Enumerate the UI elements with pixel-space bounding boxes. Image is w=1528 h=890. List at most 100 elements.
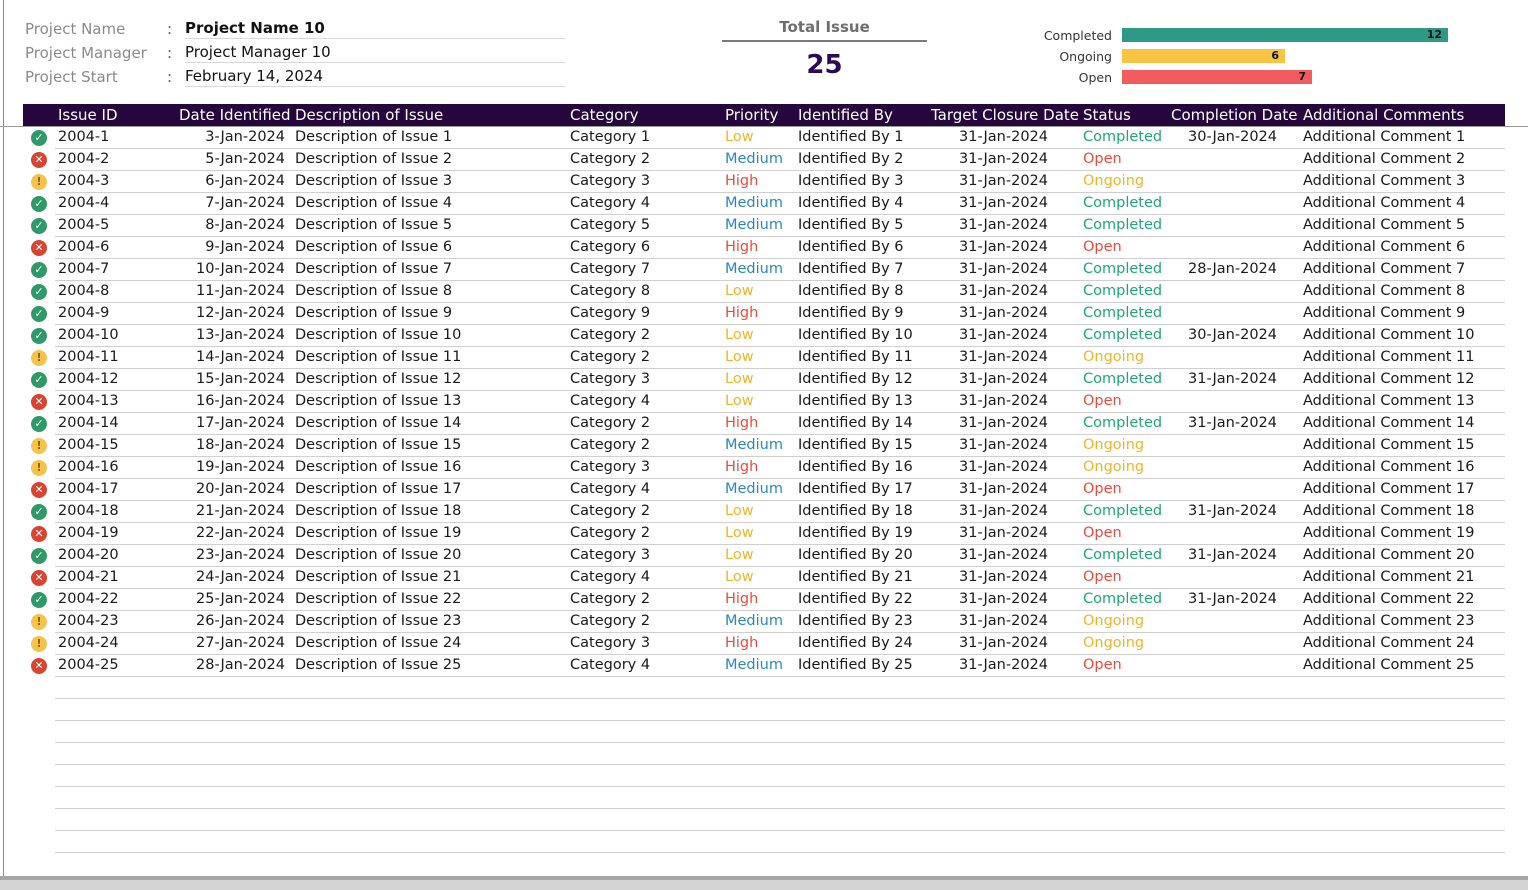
cell-issue-id[interactable]: 2004-21 xyxy=(58,569,119,585)
table-row[interactable]: ✓ 2004-9 12-Jan-2024 Description of Issue 9… xyxy=(23,303,1505,325)
cell-issue-id[interactable]: 2004-22 xyxy=(58,591,119,607)
cell-identified-by[interactable]: Identified By 4 xyxy=(798,195,904,211)
cell-category[interactable]: Category 6 xyxy=(570,239,651,255)
cell-additional-comments[interactable]: Additional Comment 18 xyxy=(1303,503,1475,519)
cell-priority[interactable]: Low xyxy=(725,129,754,145)
cell-issue-id[interactable]: 2004-19 xyxy=(58,525,119,541)
cell-description[interactable]: Description of Issue 8 xyxy=(295,283,453,299)
cell-issue-id[interactable]: 2004-12 xyxy=(58,371,119,387)
cell-issue-id[interactable]: 2004-6 xyxy=(58,239,110,255)
cell-additional-comments[interactable]: Additional Comment 15 xyxy=(1303,437,1475,453)
cell-date-identified[interactable]: 16-Jan-2024 xyxy=(196,393,285,409)
cell-category[interactable]: Category 3 xyxy=(570,547,651,563)
cell-issue-id[interactable]: 2004-24 xyxy=(58,635,119,651)
cell-category[interactable]: Category 2 xyxy=(570,503,651,519)
cell-priority[interactable]: Medium xyxy=(725,261,783,277)
cell-category[interactable]: Category 4 xyxy=(570,569,651,585)
cell-target-closure-date[interactable]: 31-Jan-2024 xyxy=(959,173,1048,189)
cell-target-closure-date[interactable]: 31-Jan-2024 xyxy=(959,349,1048,365)
cell-status[interactable]: Ongoing xyxy=(1083,635,1145,651)
cell-target-closure-date[interactable]: 31-Jan-2024 xyxy=(959,195,1048,211)
cell-status[interactable]: Open xyxy=(1083,151,1122,167)
cell-completion-date[interactable] xyxy=(1173,171,1277,192)
cell-additional-comments[interactable]: Additional Comment 19 xyxy=(1303,525,1475,541)
column-header-issue-id[interactable]: Issue ID xyxy=(58,106,118,124)
cell-description[interactable]: Description of Issue 3 xyxy=(295,173,453,189)
cell-additional-comments[interactable]: Additional Comment 7 xyxy=(1303,261,1466,277)
cell-date-identified[interactable]: 27-Jan-2024 xyxy=(196,635,285,651)
cell-additional-comments[interactable]: Additional Comment 2 xyxy=(1303,151,1466,167)
table-row[interactable]: ✕ 2004-25 28-Jan-2024 Description of Issue … xyxy=(23,655,1505,677)
cell-category[interactable]: Category 2 xyxy=(570,151,651,167)
cell-completion-date[interactable]: 31-Jan-2024 xyxy=(1188,371,1277,387)
cell-description[interactable]: Description of Issue 20 xyxy=(295,547,462,563)
cell-status[interactable]: Completed xyxy=(1083,217,1163,233)
cell-issue-id[interactable]: 2004-4 xyxy=(58,195,110,211)
cell-additional-comments[interactable]: Additional Comment 17 xyxy=(1303,481,1475,497)
cell-additional-comments[interactable]: Additional Comment 10 xyxy=(1303,327,1475,343)
table-row[interactable]: ✕ 2004-17 20-Jan-2024 Description of Issue … xyxy=(23,479,1505,501)
cell-description[interactable]: Description of Issue 18 xyxy=(295,503,462,519)
cell-date-identified[interactable]: 6-Jan-2024 xyxy=(205,173,285,189)
horizontal-scrollbar[interactable] xyxy=(0,876,1528,890)
cell-issue-id[interactable]: 2004-20 xyxy=(58,547,119,563)
cell-description[interactable]: Description of Issue 19 xyxy=(295,525,462,541)
column-header-additional-comments[interactable]: Additional Comments xyxy=(1303,106,1465,124)
cell-category[interactable]: Category 3 xyxy=(570,459,651,475)
cell-issue-id[interactable]: 2004-13 xyxy=(58,393,119,409)
cell-issue-id[interactable]: 2004-1 xyxy=(58,129,110,145)
cell-description[interactable]: Description of Issue 17 xyxy=(295,481,462,497)
cell-description[interactable]: Description of Issue 25 xyxy=(295,657,462,673)
cell-date-identified[interactable]: 11-Jan-2024 xyxy=(196,283,285,299)
cell-completion-date[interactable] xyxy=(1173,633,1277,654)
cell-identified-by[interactable]: Identified By 24 xyxy=(798,635,913,651)
cell-completion-date[interactable] xyxy=(1173,347,1277,368)
table-row[interactable]: ! 2004-3 6-Jan-2024 Description of Issue 3 C… xyxy=(23,171,1505,193)
cell-additional-comments[interactable]: Additional Comment 9 xyxy=(1303,305,1466,321)
cell-status[interactable]: Open xyxy=(1083,569,1122,585)
cell-priority[interactable]: High xyxy=(725,459,759,475)
cell-date-identified[interactable]: 13-Jan-2024 xyxy=(196,327,285,343)
cell-date-identified[interactable]: 10-Jan-2024 xyxy=(196,261,285,277)
table-row[interactable]: ✓ 2004-8 11-Jan-2024 Description of Issue 8… xyxy=(23,281,1505,303)
cell-issue-id[interactable]: 2004-9 xyxy=(58,305,110,321)
cell-priority[interactable]: Medium xyxy=(725,437,783,453)
cell-identified-by[interactable]: Identified By 20 xyxy=(798,547,913,563)
cell-target-closure-date[interactable]: 31-Jan-2024 xyxy=(959,591,1048,607)
cell-completion-date[interactable]: 30-Jan-2024 xyxy=(1188,327,1277,343)
cell-completion-date[interactable] xyxy=(1173,567,1277,588)
cell-additional-comments[interactable]: Additional Comment 14 xyxy=(1303,415,1475,431)
cell-completion-date[interactable] xyxy=(1173,215,1277,236)
cell-category[interactable]: Category 2 xyxy=(570,613,651,629)
cell-description[interactable]: Description of Issue 2 xyxy=(295,151,453,167)
cell-priority[interactable]: Medium xyxy=(725,151,783,167)
table-row[interactable]: ✕ 2004-6 9-Jan-2024 Description of Issue 6 C… xyxy=(23,237,1505,259)
cell-identified-by[interactable]: Identified By 1 xyxy=(798,129,904,145)
cell-issue-id[interactable]: 2004-15 xyxy=(58,437,119,453)
cell-issue-id[interactable]: 2004-11 xyxy=(58,349,119,365)
cell-priority[interactable]: High xyxy=(725,635,759,651)
cell-completion-date[interactable] xyxy=(1173,303,1277,324)
table-row[interactable]: ! 2004-11 14-Jan-2024 Description of Issue … xyxy=(23,347,1505,369)
cell-identified-by[interactable]: Identified By 11 xyxy=(798,349,913,365)
cell-additional-comments[interactable]: Additional Comment 22 xyxy=(1303,591,1475,607)
cell-additional-comments[interactable]: Additional Comment 21 xyxy=(1303,569,1475,585)
cell-target-closure-date[interactable]: 31-Jan-2024 xyxy=(959,327,1048,343)
cell-issue-id[interactable]: 2004-5 xyxy=(58,217,110,233)
cell-identified-by[interactable]: Identified By 13 xyxy=(798,393,913,409)
cell-status[interactable]: Completed xyxy=(1083,261,1163,277)
cell-identified-by[interactable]: Identified By 17 xyxy=(798,481,913,497)
cell-target-closure-date[interactable]: 31-Jan-2024 xyxy=(959,481,1048,497)
cell-priority[interactable]: High xyxy=(725,305,759,321)
cell-additional-comments[interactable]: Additional Comment 11 xyxy=(1303,349,1475,365)
cell-issue-id[interactable]: 2004-14 xyxy=(58,415,119,431)
cell-target-closure-date[interactable]: 31-Jan-2024 xyxy=(959,569,1048,585)
cell-priority[interactable]: High xyxy=(725,239,759,255)
cell-completion-date[interactable] xyxy=(1173,193,1277,214)
cell-target-closure-date[interactable]: 31-Jan-2024 xyxy=(959,393,1048,409)
table-row[interactable]: ✓ 2004-18 21-Jan-2024 Description of Issue … xyxy=(23,501,1505,523)
cell-status[interactable]: Completed xyxy=(1083,591,1163,607)
cell-priority[interactable]: Low xyxy=(725,371,754,387)
cell-date-identified[interactable]: 22-Jan-2024 xyxy=(196,525,285,541)
cell-description[interactable]: Description of Issue 5 xyxy=(295,217,453,233)
